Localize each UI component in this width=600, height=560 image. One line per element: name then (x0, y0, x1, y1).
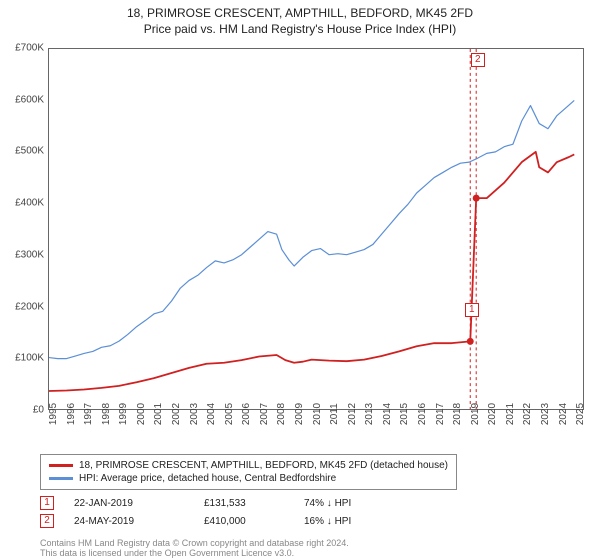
x-tick-label: 2008 (276, 403, 287, 425)
chart-svg (49, 49, 583, 409)
x-tick-label: 1997 (83, 403, 94, 425)
legend: 18, PRIMROSE CRESCENT, AMPTHILL, BEDFORD… (40, 454, 457, 490)
y-tick-label: £0 (33, 405, 44, 416)
x-tick-label: 2000 (136, 403, 147, 425)
sale-pct: 74% ↓ HPI (304, 498, 384, 509)
x-tick-label: 2018 (452, 403, 463, 425)
x-tick-label: 2011 (329, 403, 340, 425)
series-marker (467, 338, 474, 345)
x-tick-label: 2020 (487, 403, 498, 425)
legend-row: HPI: Average price, detached house, Cent… (49, 472, 448, 485)
title-line-1: 18, PRIMROSE CRESCENT, AMPTHILL, BEDFORD… (0, 6, 600, 20)
series-hpi (49, 100, 574, 358)
sale-price: £410,000 (204, 516, 284, 527)
x-tick-label: 2001 (153, 403, 164, 425)
x-tick-label: 2013 (364, 403, 375, 425)
footer-line-1: Contains HM Land Registry data © Crown c… (40, 538, 349, 548)
x-tick-label: 2019 (470, 403, 481, 425)
legend-swatch (49, 477, 73, 480)
sale-pct: 16% ↓ HPI (304, 516, 384, 527)
sale-marker: 2 (40, 514, 54, 528)
y-tick-label: £400K (15, 198, 44, 209)
x-tick-label: 2023 (540, 403, 551, 425)
x-tick-label: 2006 (241, 403, 252, 425)
series-property (49, 152, 574, 391)
x-tick-label: 1996 (66, 403, 77, 425)
x-tick-label: 2012 (347, 403, 358, 425)
y-tick-label: £200K (15, 301, 44, 312)
y-tick-label: £700K (15, 43, 44, 54)
x-tick-label: 2010 (312, 403, 323, 425)
series-marker (473, 195, 480, 202)
sale-date: 22-JAN-2019 (74, 498, 184, 509)
y-tick-label: £500K (15, 146, 44, 157)
sale-row: 1 22-JAN-2019 £131,533 74% ↓ HPI (40, 494, 560, 512)
x-tick-label: 1995 (48, 403, 59, 425)
x-tick-label: 2022 (522, 403, 533, 425)
x-tick-label: 2005 (224, 403, 235, 425)
legend-swatch (49, 464, 73, 467)
x-tick-label: 2017 (435, 403, 446, 425)
title-line-2: Price paid vs. HM Land Registry's House … (0, 22, 600, 36)
x-tick-label: 2025 (575, 403, 586, 425)
chart-sale-marker-1: 1 (465, 303, 479, 317)
y-axis: £0£100K£200K£300K£400K£500K£600K£700K (0, 48, 48, 410)
sale-price: £131,533 (204, 498, 284, 509)
x-tick-label: 2009 (294, 403, 305, 425)
x-tick-label: 2024 (558, 403, 569, 425)
x-tick-label: 2007 (259, 403, 270, 425)
legend-label: 18, PRIMROSE CRESCENT, AMPTHILL, BEDFORD… (79, 460, 448, 471)
x-tick-label: 1999 (118, 403, 129, 425)
x-tick-label: 2003 (189, 403, 200, 425)
sale-marker: 1 (40, 496, 54, 510)
footer-line-2: This data is licensed under the Open Gov… (40, 548, 349, 558)
chart-sale-marker-2: 2 (471, 53, 485, 67)
sale-date: 24-MAY-2019 (74, 516, 184, 527)
legend-label: HPI: Average price, detached house, Cent… (79, 473, 336, 484)
y-tick-label: £300K (15, 249, 44, 260)
x-tick-label: 2016 (417, 403, 428, 425)
y-tick-label: £100K (15, 353, 44, 364)
sales-table: 1 22-JAN-2019 £131,533 74% ↓ HPI 2 24-MAY-201… (40, 494, 560, 530)
x-tick-label: 2004 (206, 403, 217, 425)
y-tick-label: £600K (15, 94, 44, 105)
x-tick-label: 2021 (505, 403, 516, 425)
x-tick-label: 2002 (171, 403, 182, 425)
x-axis: 1995199619971998199920002001200220032004… (48, 410, 584, 450)
chart-plot-area: 12 (48, 48, 584, 410)
x-tick-label: 2015 (399, 403, 410, 425)
sale-row: 2 24-MAY-2019 £410,000 16% ↓ HPI (40, 512, 560, 530)
legend-row: 18, PRIMROSE CRESCENT, AMPTHILL, BEDFORD… (49, 459, 448, 472)
footer: Contains HM Land Registry data © Crown c… (40, 538, 349, 558)
x-tick-label: 1998 (101, 403, 112, 425)
chart-title: 18, PRIMROSE CRESCENT, AMPTHILL, BEDFORD… (0, 0, 600, 36)
x-tick-label: 2014 (382, 403, 393, 425)
